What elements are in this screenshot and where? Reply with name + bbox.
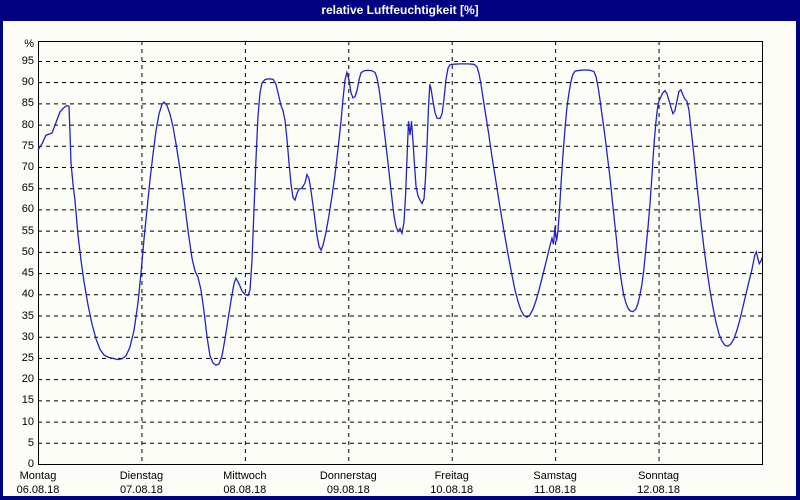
y-axis-label: 35	[21, 309, 34, 322]
x-axis-date-label: 08.08.18	[223, 484, 267, 496]
y-axis-label: 25	[21, 351, 34, 364]
y-axis-label: 5	[27, 436, 34, 449]
x-axis-date-label: 07.08.18	[120, 484, 163, 496]
y-axis-label: 15	[21, 394, 34, 407]
y-axis-label: 65	[21, 182, 34, 195]
y-axis-label: 30	[21, 330, 34, 343]
y-axis-label: 45	[21, 267, 34, 280]
y-axis-label: 95	[21, 54, 34, 67]
humidity-line	[37, 63, 763, 366]
y-axis-label: 60	[21, 203, 34, 216]
y-axis-label: 70	[21, 161, 34, 173]
y-axis-label: 85	[21, 97, 34, 110]
window-title: relative Luftfeuchtigkeit [%]	[321, 3, 479, 17]
y-axis-label: 55	[21, 224, 34, 237]
y-axis-label: 20	[21, 373, 34, 386]
plot-border	[38, 41, 763, 465]
x-axis-day-label: Montag	[19, 470, 57, 482]
y-axis-label: 90	[21, 76, 34, 89]
x-axis-date-label: 06.08.18	[16, 484, 60, 496]
chart-background	[3, 21, 796, 496]
y-axis-label: 80	[21, 118, 34, 131]
y-axis-label: 50	[21, 245, 34, 258]
x-axis-day-label: Freitag	[434, 470, 469, 482]
y-axis-label: 75	[21, 139, 34, 152]
gridlines	[38, 41, 762, 464]
y-axis-label: 0	[27, 458, 34, 470]
x-axis-day-label: Dienstag	[119, 470, 164, 482]
y-axis-unit-label: %	[24, 38, 34, 50]
x-axis-day-label: Mittwoch	[223, 470, 267, 482]
y-axis-label: 10	[21, 415, 34, 428]
title-bar: relative Luftfeuchtigkeit [%]	[0, 0, 800, 21]
x-axis-day-label: Donnerstag	[319, 470, 377, 482]
x-axis-date-label: 10.08.18	[430, 484, 474, 496]
x-axis-day-label: Sonntag	[638, 470, 680, 482]
x-axis-date-label: 12.08.18	[637, 484, 680, 496]
x-axis-date-label: 09.08.18	[326, 484, 370, 496]
x-axis-date-label: 11.08.18	[534, 484, 577, 496]
y-axis-label: 40	[21, 288, 34, 301]
x-axis-day-label: Samstag	[533, 470, 577, 482]
